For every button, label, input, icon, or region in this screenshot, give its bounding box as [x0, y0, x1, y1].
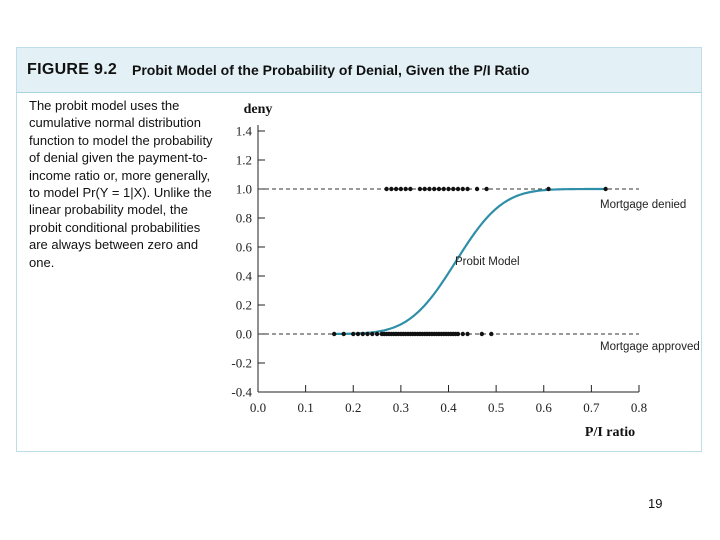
approved-point	[341, 331, 346, 337]
approved-point	[332, 331, 337, 337]
x-tick-label: 0.8	[631, 400, 647, 415]
denied-point	[484, 186, 489, 192]
denied-label: Mortgage denied	[600, 199, 686, 211]
y-tick-label: -0.4	[231, 385, 252, 400]
x-tick-label: 0.1	[298, 400, 314, 415]
x-tick-label: 0.5	[488, 400, 504, 415]
approved-point	[489, 331, 494, 337]
denied-point	[451, 186, 456, 192]
approved-point	[460, 331, 465, 337]
figure-title: Probit Model of the Probability of Denia…	[132, 62, 530, 78]
denied-point	[436, 186, 442, 192]
x-tick-label: 0.6	[536, 400, 553, 415]
approved-point	[455, 331, 461, 337]
y-tick-label: 1.4	[236, 124, 253, 139]
denied-point	[460, 186, 465, 192]
denied-point	[417, 186, 423, 192]
x-axis-title: P/I ratio	[585, 425, 635, 440]
figure-caption: The probit model uses the cumulative nor…	[29, 98, 213, 270]
figure-header: FIGURE 9.2 Probit Model of the Probabili…	[17, 48, 701, 93]
figure-panel: FIGURE 9.2 Probit Model of the Probabili…	[16, 47, 702, 452]
approved-point	[370, 331, 375, 337]
approved-point	[355, 331, 361, 337]
approved-point	[351, 331, 356, 337]
x-tick-label: 0.3	[393, 400, 409, 415]
denied-point	[446, 186, 451, 192]
y-tick-label: 1.0	[236, 182, 252, 197]
x-tick-label: 0.0	[250, 400, 266, 415]
approved-point	[360, 331, 365, 337]
denied-point	[408, 186, 413, 192]
y-tick-label: 0.2	[236, 298, 252, 313]
denied-point	[455, 186, 461, 192]
denied-point	[432, 186, 437, 192]
denied-point	[603, 186, 608, 192]
x-tick-label: 0.4	[440, 400, 457, 415]
x-tick-label: 0.2	[345, 400, 361, 415]
figure-number: FIGURE 9.2	[27, 61, 118, 78]
denied-point	[465, 186, 470, 192]
approved-point	[479, 331, 485, 337]
page-number: 19	[648, 496, 663, 511]
y-tick-label: 0.0	[236, 327, 252, 342]
y-tick-label: 0.4	[236, 269, 253, 284]
y-axis-title: deny	[244, 102, 273, 117]
denied-point	[427, 186, 432, 192]
y-tick-label: 1.2	[236, 153, 252, 168]
approved-point	[374, 331, 380, 337]
denied-point	[403, 186, 408, 192]
approved-point	[465, 331, 470, 337]
approved-label: Mortgage approved	[600, 341, 700, 353]
y-tick-label: 0.8	[236, 211, 252, 226]
probit-curve	[334, 187, 606, 336]
probit-curve-label: Probit Model	[455, 256, 520, 268]
denied-point	[474, 186, 480, 192]
denied-point	[398, 186, 404, 192]
y-tick-label: -0.2	[231, 356, 252, 371]
denied-point	[389, 186, 394, 192]
denied-point	[422, 186, 427, 192]
denied-point	[441, 186, 446, 192]
y-tick-label: 0.6	[236, 240, 253, 255]
denied-point	[393, 186, 399, 192]
approved-point	[365, 331, 370, 337]
denied-point	[546, 186, 551, 192]
denied-point	[384, 186, 389, 192]
x-tick-label: 0.7	[583, 400, 600, 415]
